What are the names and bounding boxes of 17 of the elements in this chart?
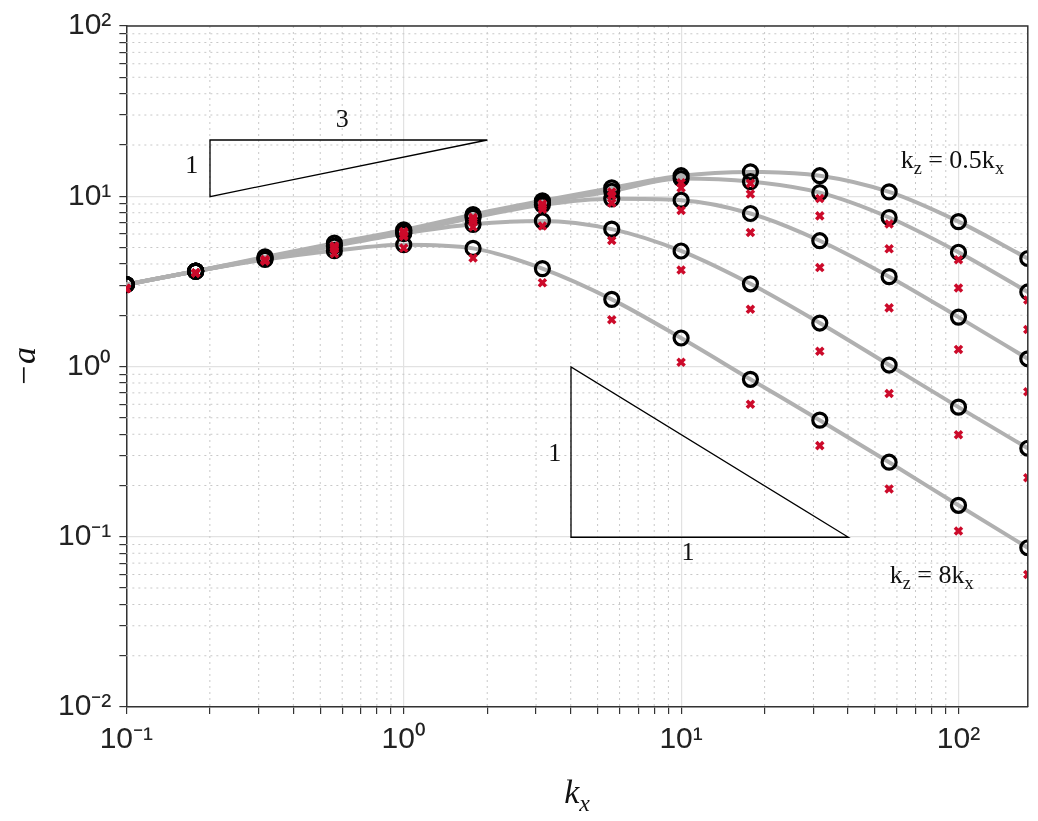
- y-tick-label: 10⁻¹: [58, 518, 112, 552]
- annotation: 1: [548, 438, 562, 469]
- x-axis-title: k$_{x}$: [564, 773, 590, 817]
- x-tick-label: 10²: [936, 721, 981, 755]
- y-tick-label: 10¹: [68, 177, 112, 211]
- x-tick-label: 10¹: [659, 721, 703, 755]
- x-tick-label: 10⁻¹: [99, 721, 154, 755]
- x-tick-label: 10⁰: [381, 721, 426, 755]
- annotation: 3: [335, 103, 349, 134]
- annotation: k$_{z}$ = 8k$_{x}$: [889, 559, 974, 595]
- y-axis-title: −a: [5, 346, 43, 387]
- annotation: 1: [681, 537, 695, 568]
- y-tick-label: 10⁻²: [58, 688, 112, 722]
- y-tick-label: 10⁰: [66, 347, 112, 381]
- y-tick-label: 10²: [68, 7, 112, 41]
- annotation: k$_{z}$ = 0.5k$_{x}$: [900, 145, 1004, 180]
- annotation: 1: [185, 150, 199, 181]
